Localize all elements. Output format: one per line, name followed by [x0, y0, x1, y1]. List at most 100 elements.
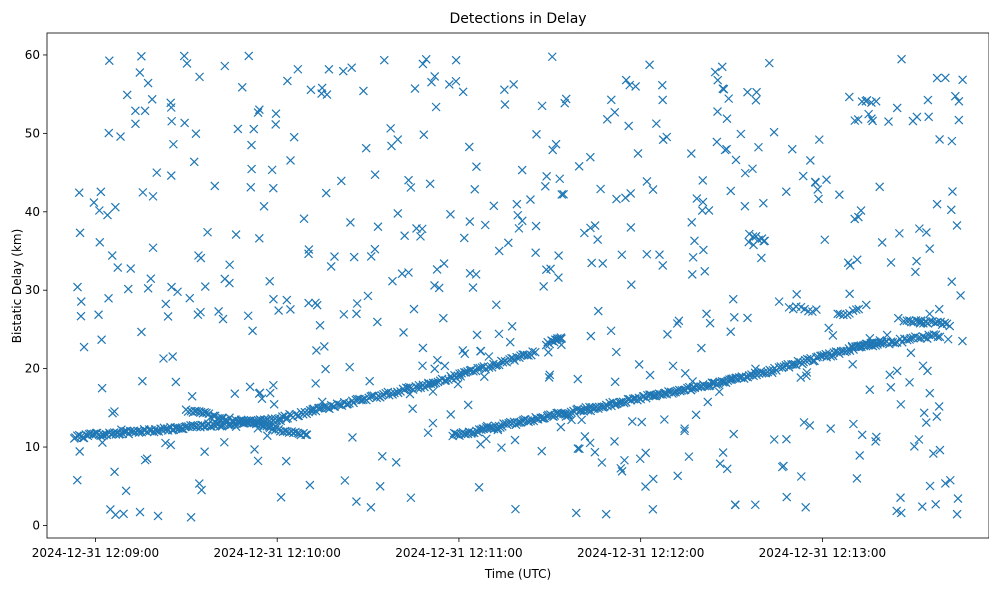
clutter-point — [848, 359, 858, 369]
clutter-point — [103, 210, 112, 220]
y-tick-label: 20 — [25, 362, 40, 376]
clutter-point — [489, 201, 499, 211]
clutter-point — [463, 400, 473, 410]
clutter-point — [243, 311, 253, 321]
clutter-point — [730, 500, 740, 510]
clutter-point — [308, 406, 317, 416]
clutter-point — [247, 164, 257, 174]
clutter-point — [76, 297, 86, 307]
clutter-point — [253, 108, 263, 117]
clutter-point — [191, 129, 201, 139]
clutter-point — [231, 230, 241, 239]
clutter-point — [110, 202, 120, 212]
clutter-point — [805, 156, 815, 165]
clutter-point — [886, 258, 896, 267]
clutter-point — [877, 238, 887, 247]
clutter-point — [472, 162, 481, 172]
clutter-point — [326, 262, 336, 271]
clutter-point — [166, 98, 176, 108]
clutter-point — [556, 340, 566, 350]
clutter-point — [925, 388, 935, 398]
track-point — [677, 385, 687, 395]
clutter-point — [704, 206, 714, 215]
clutter-point — [593, 235, 603, 244]
clutter-point — [179, 51, 189, 61]
clutter-point — [372, 317, 382, 327]
clutter-point — [820, 235, 830, 245]
track-point — [512, 418, 522, 428]
clutter-point — [542, 171, 552, 181]
clutter-point — [844, 92, 854, 102]
clutter-point — [299, 214, 309, 224]
track-point — [788, 359, 798, 369]
clutter-point — [148, 191, 158, 201]
clutter-point — [698, 175, 708, 185]
clutter-point — [406, 493, 416, 503]
clutter-point — [370, 170, 380, 180]
clutter-point — [668, 361, 678, 371]
clutter-point — [233, 124, 243, 134]
clutter-point — [798, 171, 808, 181]
clutter-point — [418, 343, 428, 353]
clutter-point — [947, 136, 957, 146]
clutter-point — [147, 94, 157, 104]
track-point — [933, 332, 943, 342]
clutter-point — [167, 116, 177, 126]
track-point — [471, 366, 481, 376]
clutter-point — [104, 293, 113, 303]
clutter-point — [658, 95, 668, 105]
clutter-point — [497, 443, 506, 453]
clutter-point — [916, 316, 926, 325]
clutter-point — [736, 129, 746, 139]
clutter-point — [482, 421, 492, 431]
track-point — [851, 305, 861, 315]
clutter-point — [953, 494, 963, 503]
y-tick-label: 0 — [32, 518, 40, 532]
track-point — [828, 351, 838, 361]
clutter-point — [75, 446, 85, 456]
clutter-point — [119, 509, 129, 519]
clutter-point — [792, 289, 802, 299]
clutter-point — [724, 94, 734, 104]
track-point — [821, 349, 831, 359]
clutter-point — [266, 421, 276, 431]
clutter-point — [130, 106, 140, 116]
clutter-point — [361, 143, 371, 153]
clutter-point — [626, 280, 636, 290]
track-point — [857, 342, 866, 352]
clutter-point — [659, 415, 669, 424]
clutter-point — [418, 59, 428, 69]
clutter-point — [173, 287, 182, 297]
clutter-point — [499, 85, 509, 95]
clutter-point — [219, 437, 229, 447]
clutter-point — [928, 449, 938, 458]
clutter-point — [517, 165, 527, 175]
clutter-point — [722, 464, 732, 474]
clutter-point — [948, 187, 957, 197]
clutter-point — [743, 313, 752, 323]
clutter-point — [720, 145, 730, 155]
clutter-point — [932, 199, 942, 209]
clutter-point — [248, 326, 257, 336]
clutter-point — [375, 481, 385, 491]
clutter-point — [194, 479, 204, 488]
clutter-point — [871, 437, 880, 446]
clutter-point — [470, 184, 480, 194]
clutter-point — [580, 432, 590, 441]
clutter-point — [692, 194, 702, 204]
clutter-point — [748, 164, 757, 174]
clutter-point — [932, 412, 942, 422]
clutter-point — [560, 98, 570, 108]
clutter-point — [509, 79, 519, 89]
track-point — [929, 330, 939, 339]
clutter-point — [754, 142, 763, 152]
x-tick-label: 2024-12-31 12:11:00 — [395, 546, 522, 560]
clutter-point — [336, 176, 346, 186]
clutter-point — [657, 80, 667, 90]
clutter-point — [123, 284, 133, 294]
clutter-point — [843, 258, 853, 268]
clutter-point — [590, 447, 600, 457]
clutter-point — [756, 253, 766, 263]
clutter-point — [237, 82, 247, 92]
clutter-point — [680, 368, 690, 378]
